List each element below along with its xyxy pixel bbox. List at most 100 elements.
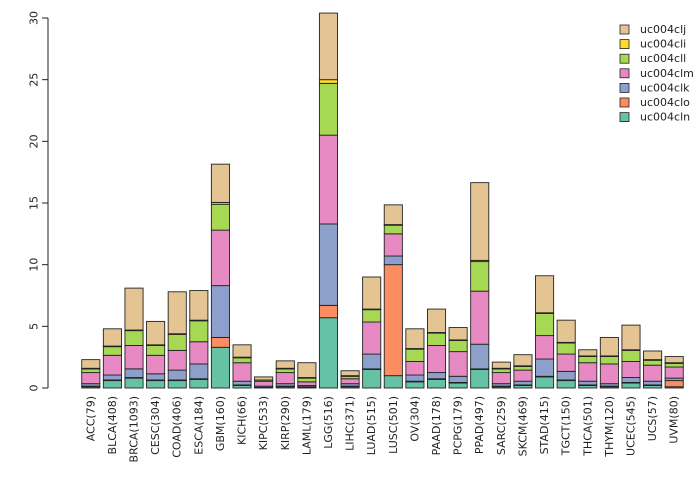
x-tick-label: ESCA(184) [192, 396, 205, 455]
bar-segment-uc004cll [124, 330, 144, 346]
bar-segment-uc004clm [340, 378, 360, 385]
bar-segment-uc004clm [189, 341, 209, 365]
bar-segment-uc004clj [535, 275, 555, 314]
x-axis-labels: ACC(79) BLCA(408) BRCA(1093) CESC(304) COAD(… [84, 396, 680, 462]
bar-segment-uc004clj [232, 344, 252, 358]
bar-segment-uc004cll [362, 309, 382, 323]
bar-segment-uc004cll [102, 346, 122, 356]
bar-segment-uc004clm [318, 134, 339, 225]
bar-segment-uc004cll [210, 203, 230, 231]
bar-segment-uc004clk [210, 285, 230, 338]
bar-segment-uc004clo [383, 264, 403, 377]
bar-segment-uc004clm [664, 366, 684, 379]
bar-segment-uc004clk [513, 380, 533, 386]
bar-segment-uc004cln [448, 382, 468, 389]
bar-segment-uc004clm [491, 372, 511, 385]
bar-segment-uc004clk [535, 358, 555, 377]
bar-segment-uc004clk [405, 374, 425, 382]
x-tick-label: UCEC(545) [624, 396, 637, 456]
bar-segment-uc004clm [124, 345, 144, 370]
x-tick-label: LUAD(515) [365, 396, 378, 455]
legend-label-uc004clj: uc004clj [640, 23, 686, 36]
bar-segment-uc004clm [102, 354, 122, 376]
bar-segment-uc004cll [535, 312, 555, 337]
bar-segment-uc004cln [405, 381, 425, 389]
x-tick-label: LIHC(371) [344, 396, 357, 451]
bar-segment-uc004cll [599, 356, 619, 365]
bar-segment-uc004cln [146, 380, 166, 389]
y-axis: 0 5 10 15 20 25 30 [28, 11, 49, 392]
x-tick-label: PAAD(178) [430, 396, 443, 455]
bar-segment-uc004clo [210, 336, 230, 348]
legend-swatch-uc004clm [619, 68, 630, 79]
bar-segment-uc004clm [470, 290, 490, 345]
y-tick-label: 0 [28, 385, 41, 392]
bar-segment-uc004clm [578, 362, 598, 382]
bar-segment-uc004clk [124, 368, 144, 378]
legend-swatch-uc004clj [619, 24, 630, 35]
bar-segment-uc004cll [146, 345, 166, 356]
y-tick-label: 5 [28, 323, 41, 330]
legend-label-uc004cln: uc004cln [640, 111, 690, 124]
bar-segment-uc004cll [81, 368, 101, 374]
bar-segment-uc004clm [210, 229, 230, 287]
bar-segment-uc004clk [318, 223, 339, 306]
x-tick-label: SARC(259) [495, 396, 508, 455]
bar-segment-uc004clj [275, 360, 295, 369]
bar-segment-uc004clk [556, 370, 576, 381]
bar-segment-uc004clj [210, 163, 230, 203]
bar-segment-uc004clj [362, 276, 382, 310]
bar-segment-uc004clj [340, 370, 360, 377]
bar-segment-uc004cln [383, 375, 403, 389]
bar-segment-uc004clm [535, 335, 555, 360]
bar-segment-uc004clm [643, 364, 663, 382]
bar-segment-uc004clj [643, 350, 663, 361]
bar-segment-uc004clj [470, 182, 490, 261]
bar-segment-uc004clk [362, 353, 382, 370]
bar-segment-uc004clj [167, 291, 187, 335]
bar-segment-uc004clk [146, 373, 166, 381]
bar-segment-uc004clk [167, 369, 187, 381]
bar-segment-uc004cln [556, 380, 576, 389]
x-tick-label: THCA(501) [581, 396, 594, 457]
bar-segment-uc004clm [556, 353, 576, 372]
bar-segment-uc004cln [621, 382, 641, 389]
bar-segment-uc004cln [535, 376, 555, 389]
x-tick-label: ACC(79) [84, 396, 97, 441]
bar-segment-uc004clm [254, 380, 274, 387]
bar-segment-uc004cll [491, 368, 511, 374]
bar-segment-uc004clm [599, 363, 619, 385]
x-tick-label: THYM(120) [603, 396, 616, 458]
bar-segment-uc004cll [318, 82, 339, 136]
bar-segment-uc004clm [297, 381, 317, 386]
bar-segment-uc004clk [470, 343, 490, 370]
bar-segment-uc004cll [470, 261, 490, 292]
x-tick-label: LAML(179) [300, 396, 313, 455]
bar-segment-uc004clm [426, 345, 447, 374]
bar-segment-uc004clj [578, 349, 598, 357]
bar-segment-uc004clm [405, 361, 425, 376]
bar-segment-uc004clm [232, 362, 252, 382]
bar-segment-uc004cll [664, 362, 684, 368]
bar-segment-uc004cll [448, 340, 468, 353]
x-tick-label: GBM(160) [214, 396, 227, 451]
bar-segment-uc004cln [426, 378, 447, 389]
bar-segment-uc004clk [383, 255, 403, 266]
legend-swatch-uc004clo [619, 97, 630, 108]
bar-segment-uc004cln [362, 369, 382, 389]
bar-segment-uc004clk [102, 374, 122, 381]
bar-segment-uc004clj [491, 361, 511, 369]
bar-segment-uc004cll [621, 349, 641, 362]
bar-segment-uc004clk [578, 380, 598, 386]
y-tick-label: 10 [28, 258, 41, 272]
bar-segment-uc004clj [621, 324, 641, 351]
bar-segment-uc004clj [189, 290, 209, 321]
x-tick-label: KIPC(533) [257, 396, 270, 450]
bar-segment-uc004clj [513, 354, 533, 367]
bar-segment-uc004cll [513, 365, 533, 371]
bar-segment-uc004clm [146, 354, 166, 375]
bar-segment-uc004cll [556, 342, 576, 355]
bar-segment-uc004clm [275, 372, 295, 385]
x-tick-label: UVM(80) [668, 396, 681, 444]
